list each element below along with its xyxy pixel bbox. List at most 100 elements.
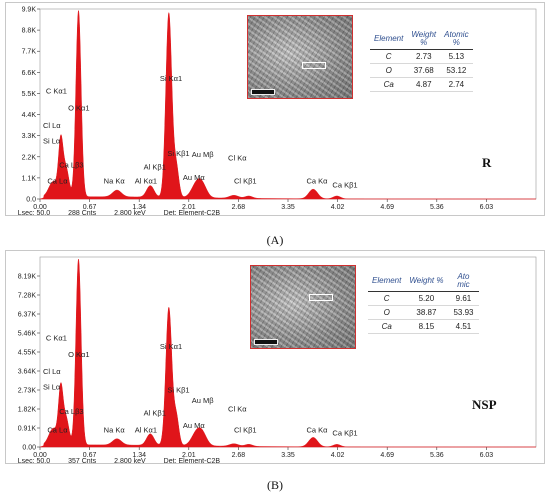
sem-analysis-region	[309, 294, 333, 301]
table-row: Ca 8.15 4.51	[368, 319, 480, 334]
y-tick-label: 0.91K	[18, 426, 37, 433]
table-column-header: Weight%	[411, 30, 437, 47]
value-cell: 5.20	[405, 291, 448, 306]
x-tick-label: 3.35	[281, 452, 295, 459]
figure-caption-a: (A)	[266, 233, 284, 247]
table-column-header: Weight %	[409, 276, 444, 285]
sem-micrograph-b	[250, 265, 356, 349]
value-cell: 53.93	[447, 305, 480, 320]
table-row: O 37.68 53.12	[370, 63, 473, 78]
y-tick-label: 7.7K	[22, 49, 37, 56]
detector: Det: Element-C2B	[163, 458, 221, 465]
table-column-header: Element	[374, 34, 404, 43]
value-cell: 38.87	[405, 305, 448, 320]
peak-label: Ca Lα	[47, 425, 68, 434]
peak-label: Al Kβ1	[144, 409, 166, 418]
x-tick-label: 6.03	[480, 452, 494, 459]
peak-label: Na Kα	[104, 177, 126, 186]
peak-label: Au Mα	[183, 173, 206, 182]
x-tick-label: 4.02	[331, 452, 345, 459]
peak-label: Cl Kβ1	[234, 425, 257, 434]
eds-panel-a: 0.0 1.1K 2.2K 3.3K 4.4K 5.5K 6.6K 7.7K 8.8K 9.9K 0…	[5, 2, 545, 217]
peak-label: Ca Lβ3	[59, 160, 83, 169]
counts: 288 Cnts	[68, 210, 97, 217]
figure-caption-b: (B)	[267, 478, 283, 492]
cursor-energy: 2.800 keV	[114, 458, 146, 465]
cursor-energy: 2.800 keV	[114, 210, 146, 217]
x-tick-label: 0.00	[33, 204, 47, 211]
y-tick-label: 3.3K	[22, 133, 37, 140]
peak-label: Si Kα1	[160, 342, 182, 351]
sem-surface-texture	[251, 266, 355, 348]
x-tick-label: 0.00	[33, 452, 47, 459]
status-bar-a: Lsec: 50.0 288 Cnts 2.800 keV Det: Element-…	[10, 203, 238, 224]
x-tick-label: 0.67	[83, 452, 97, 459]
table-row: Ca 4.87 2.74	[370, 77, 473, 92]
peak-label: Na Kα	[104, 425, 126, 434]
eds-panel-b: 0.00 0.91K 1.82K 2.73K 3.64K 4.55K 5.46K 6.37K 7…	[5, 250, 545, 465]
composition-table-b: Element Weight % Ato mic C 5.20 9.61 O 38.87 53.…	[368, 271, 480, 334]
table-row: O 38.87 53.93	[368, 305, 480, 320]
peak-label: Cl Lα	[43, 121, 61, 130]
x-tick-label: 4.69	[380, 452, 394, 459]
spectrum-series	[39, 259, 536, 448]
peak-label: Si Kβ1	[167, 386, 189, 395]
value-cell: 53.12	[440, 63, 473, 78]
y-tick-label: 6.37K	[18, 312, 37, 319]
peak-label: C Kα1	[46, 86, 67, 95]
detector: Det: Element-C2B	[163, 210, 221, 217]
peak-label: Cl Kα	[228, 405, 247, 414]
element-cell: C	[368, 291, 406, 306]
counts: 357 Cnts	[68, 458, 97, 465]
value-cell: 2.74	[440, 77, 473, 92]
sem-micrograph-a	[247, 15, 353, 99]
x-tick-label: 5.36	[430, 452, 444, 459]
peak-label: O Kα1	[68, 350, 89, 359]
x-tick-label: 2.01	[182, 452, 196, 459]
y-tick-label: 0.0	[26, 197, 36, 204]
peak-label: Si Kβ1	[167, 149, 189, 158]
sem-surface-texture	[248, 16, 352, 98]
value-cell: 8.15	[405, 319, 448, 334]
x-tick-label: 2.01	[182, 204, 196, 211]
y-tick-label: 4.55K	[18, 350, 37, 357]
x-tick-label: 2.68	[232, 204, 246, 211]
live-seconds: Lsec: 50.0	[17, 458, 51, 465]
y-tick-label: 2.2K	[22, 154, 37, 161]
element-cell: O	[370, 63, 408, 78]
peak-label: Ca Lα	[47, 177, 68, 186]
table-column-header: Atomic%	[444, 30, 469, 47]
peak-label: Al Kβ1	[144, 162, 166, 171]
peak-label: Si Kα1	[160, 74, 182, 83]
y-tick-label: 4.4K	[22, 112, 37, 119]
element-cell: Ca	[368, 319, 406, 334]
value-cell: 4.87	[407, 77, 441, 92]
peak-label: Cl Kβ1	[234, 177, 257, 186]
sample-label-a: R	[482, 155, 492, 170]
y-tick-label: 7.28K	[18, 293, 37, 300]
y-tick-label: 5.46K	[18, 331, 37, 338]
value-cell: 9.61	[447, 291, 480, 306]
peak-label: Ca Kα	[307, 177, 329, 186]
y-tick-label: 2.73K	[18, 388, 37, 395]
x-tick-label: 4.69	[380, 204, 394, 211]
peak-label: Au Mβ	[192, 150, 215, 159]
sem-scale-bar	[254, 339, 278, 345]
x-tick-label: 0.67	[83, 204, 97, 211]
x-tick-label: 1.34	[132, 452, 146, 459]
y-tick-label: 5.5K	[22, 91, 37, 98]
y-tick-label: 9.9K	[22, 7, 37, 14]
peak-label: Cl Lα	[43, 367, 61, 376]
y-tick-label: 8.19K	[18, 274, 37, 281]
table-column-header: Ato mic	[457, 272, 470, 289]
peak-label: O Kα1	[68, 104, 89, 113]
peak-label: Si Lα	[43, 383, 61, 392]
element-cell: O	[368, 305, 406, 320]
peak-label: Cl Kα	[228, 154, 247, 163]
table-column-header: Element	[372, 276, 402, 285]
peak-label: Ca Kβ1	[332, 180, 357, 189]
x-tick-label: 1.34	[132, 204, 146, 211]
x-tick-label: 5.36	[430, 204, 444, 211]
peak-label: Al Kα1	[135, 425, 157, 434]
y-tick-label: 1.82K	[18, 407, 37, 414]
